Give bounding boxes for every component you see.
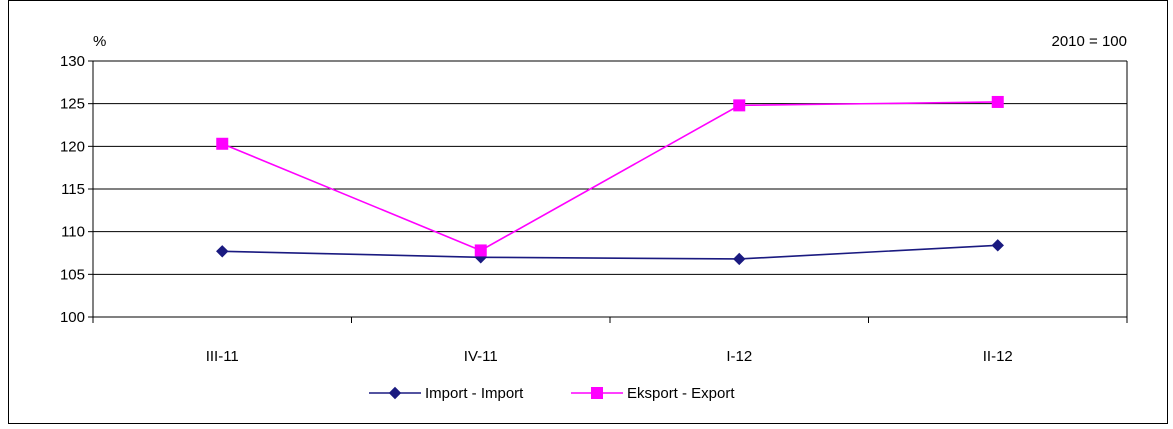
data-point-square	[991, 95, 1004, 108]
x-tick-label: IV-11	[464, 348, 498, 365]
data-point-square	[216, 137, 229, 150]
y-tick-label: 120	[60, 138, 85, 155]
series-line	[221, 101, 998, 252]
data-point-square	[474, 244, 487, 257]
y-tick-label: 100	[60, 309, 85, 326]
gridlines	[93, 60, 1127, 275]
legend-item-import: Import - Import	[369, 385, 524, 402]
y-tick-label: 115	[61, 181, 85, 198]
series	[216, 95, 1004, 266]
legend-label: Import - Import	[425, 385, 524, 402]
legend-marker	[388, 386, 402, 400]
data-point-diamond	[991, 239, 1004, 252]
legend-item-export: Eksport - Export	[571, 385, 735, 402]
x-ticks: III-11 IV-11 I-12 II-12	[92, 317, 1128, 365]
x-tick-label: I-12	[726, 348, 752, 365]
line-chart: 100 105 110 115 120 125 130 III-11 IV-11 I-12 II-…	[60, 33, 1128, 402]
series-line	[222, 244, 998, 260]
legend-marker	[591, 387, 603, 399]
data-point-diamond	[733, 252, 746, 266]
x-tick-label: III-11	[206, 348, 239, 365]
base-year-annotation: 2010 = 100	[1052, 33, 1128, 50]
y-axis-unit-label: %	[93, 33, 106, 50]
series-export	[216, 95, 1004, 257]
data-point-diamond	[216, 245, 229, 258]
series-import	[216, 239, 1004, 266]
y-tick-label: 105	[60, 266, 85, 283]
legend-label: Eksport - Export	[627, 385, 735, 402]
y-tick-label: 110	[61, 224, 85, 241]
x-tick-label: II-12	[983, 348, 1013, 365]
chart-frame: 100 105 110 115 120 125 130 III-11 IV-11 I-12 II-…	[8, 0, 1168, 424]
y-tick-label: 130	[60, 53, 85, 70]
legend: Import - Import Eksport - Export	[369, 385, 735, 402]
y-ticks: 100 105 110 115 120 125 130	[60, 53, 93, 326]
y-tick-label: 125	[60, 96, 85, 113]
data-point-square	[733, 99, 746, 112]
